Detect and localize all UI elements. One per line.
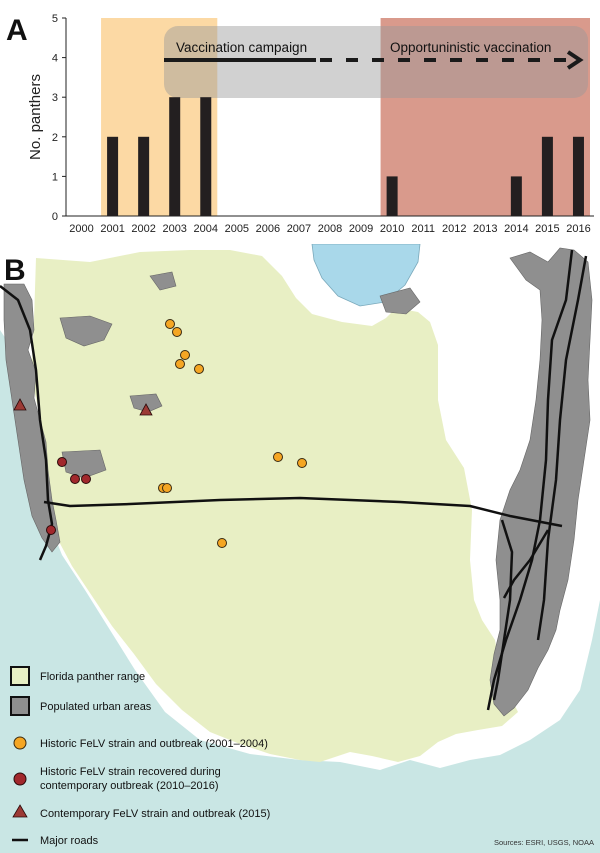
legend-swatch-urban: [10, 696, 30, 716]
y-axis-label: No. panthers: [27, 74, 44, 160]
x-tick-label: 2009: [349, 223, 373, 235]
bar-2015: [541, 136, 553, 216]
y-tick-label: 1: [52, 171, 58, 183]
y-tick-label: 5: [52, 13, 58, 25]
panther-range: [32, 250, 518, 762]
urban-inland-4: [61, 449, 107, 479]
bar-2016: [572, 136, 584, 216]
historic-marker: [165, 319, 175, 329]
bar-2004: [200, 97, 212, 216]
x-tick-label: 2016: [566, 223, 590, 235]
shaded-periods: [101, 18, 590, 216]
recovered-marker: [46, 525, 56, 535]
bars: [107, 97, 584, 216]
y-tick-label: 2: [52, 132, 58, 144]
arrow-head-icon: [566, 50, 584, 70]
legend-label-urban: Populated urban areas: [40, 701, 152, 713]
historic-marker: [180, 350, 190, 360]
historic-marker: [273, 452, 283, 462]
x-tick-label: 2010: [380, 223, 404, 235]
road-east-spur: [502, 529, 550, 599]
x-tick-label: 2005: [225, 223, 249, 235]
recovered-marker: [57, 457, 67, 467]
map-source-note: Sources: ESRI, USGS, NOAA: [494, 838, 594, 847]
y-tick-label: 3: [52, 92, 58, 104]
x-tick-label: 2015: [535, 223, 559, 235]
x-tick-label: 2013: [473, 223, 497, 235]
bar-2014: [510, 176, 522, 216]
bar-2002: [138, 136, 150, 216]
major-roads: [0, 249, 588, 711]
x-tick-label: 2006: [256, 223, 280, 235]
vaccination-arrow: Vaccination campaign Opportuninistic vac…: [164, 26, 588, 98]
vaccination-campaign-label: Vaccination campaign: [176, 40, 307, 55]
historic-marker: [162, 483, 172, 493]
panel-a-letter: A: [6, 14, 28, 47]
historic-marker: [194, 364, 204, 374]
legend-label-roads: Major roads: [40, 835, 99, 847]
bar-2010: [386, 176, 398, 216]
recovered-marker: [70, 474, 80, 484]
legend-label-recovered-1: Historic FeLV strain recovered during: [40, 766, 221, 778]
historic-marker: [172, 327, 182, 337]
historic-marker: [297, 458, 307, 468]
urban-northeast: [379, 287, 421, 315]
x-tick-label: 2000: [69, 223, 93, 235]
historic-marker: [217, 538, 227, 548]
contemporary-triangle-marker: [139, 403, 153, 416]
legend-label-contemporary: Contemporary FeLV strain and outbreak (2…: [40, 808, 270, 820]
urban-inland-3: [149, 271, 177, 291]
x-tick-label: 2003: [162, 223, 186, 235]
legend-marker-historic: [13, 736, 27, 750]
legend-marker-recovered: [13, 772, 27, 786]
legend-swatch-range: [10, 666, 30, 686]
x-tick-label: 2011: [411, 223, 435, 235]
bar-2001: [107, 136, 119, 216]
recovered-strain-markers: [46, 457, 91, 535]
x-tick-label: 2002: [131, 223, 155, 235]
legend-label-historic: Historic FeLV strain and outbreak (2001–…: [40, 738, 268, 750]
contemporary-triangle-marker: [13, 398, 27, 411]
x-tick-label: 2012: [442, 223, 466, 235]
road-alligator-alley: [43, 496, 563, 528]
x-tick-label: 2007: [287, 223, 311, 235]
y-ticks: 0 1 2 3 4 5: [52, 13, 66, 223]
opportunistic-vaccination-label: Opportuninistic vaccination: [390, 40, 551, 55]
opportunistic-period-shade: [380, 18, 590, 216]
panel-b-letter: B: [4, 254, 26, 287]
legend-marker-contemporary: [12, 804, 28, 818]
x-tick-label: 2008: [318, 223, 342, 235]
historic-marker: [175, 359, 185, 369]
lake-okeechobee: [311, 244, 421, 307]
urban-inland-2: [129, 393, 163, 413]
legend-label-recovered-2: contemporary outbreak (2010–2016): [40, 780, 219, 792]
bar-2003: [169, 97, 181, 216]
map-legend: Florida panther range Populated urban ar…: [10, 666, 270, 847]
urban-inland-1: [59, 315, 113, 347]
x-tick-label: 2001: [100, 223, 124, 235]
recovered-marker: [81, 474, 91, 484]
y-tick-label: 0: [52, 211, 58, 223]
vaccination-period-shade: [101, 18, 218, 216]
chart-axes: [65, 18, 594, 217]
road-east-connector: [492, 519, 514, 701]
x-tick-label: 2004: [194, 223, 218, 235]
contemporary-strain-markers: [13, 398, 153, 416]
y-tick-label: 4: [52, 53, 58, 65]
x-ticks: 2000 2001 2002 2003 2004 2005 2006 2007 2008 2009…: [69, 223, 590, 235]
legend-label-range: Florida panther range: [40, 671, 145, 683]
panel-a: A Vaccination campaign Opportuninistic v…: [6, 13, 594, 235]
historic-outbreak-markers: [158, 319, 307, 548]
x-tick-label: 2014: [504, 223, 528, 235]
panel-b-map: B Florida panther range Populated urban …: [0, 244, 600, 853]
road-i75-west: [0, 285, 54, 561]
road-i95-east-1: [536, 255, 588, 641]
